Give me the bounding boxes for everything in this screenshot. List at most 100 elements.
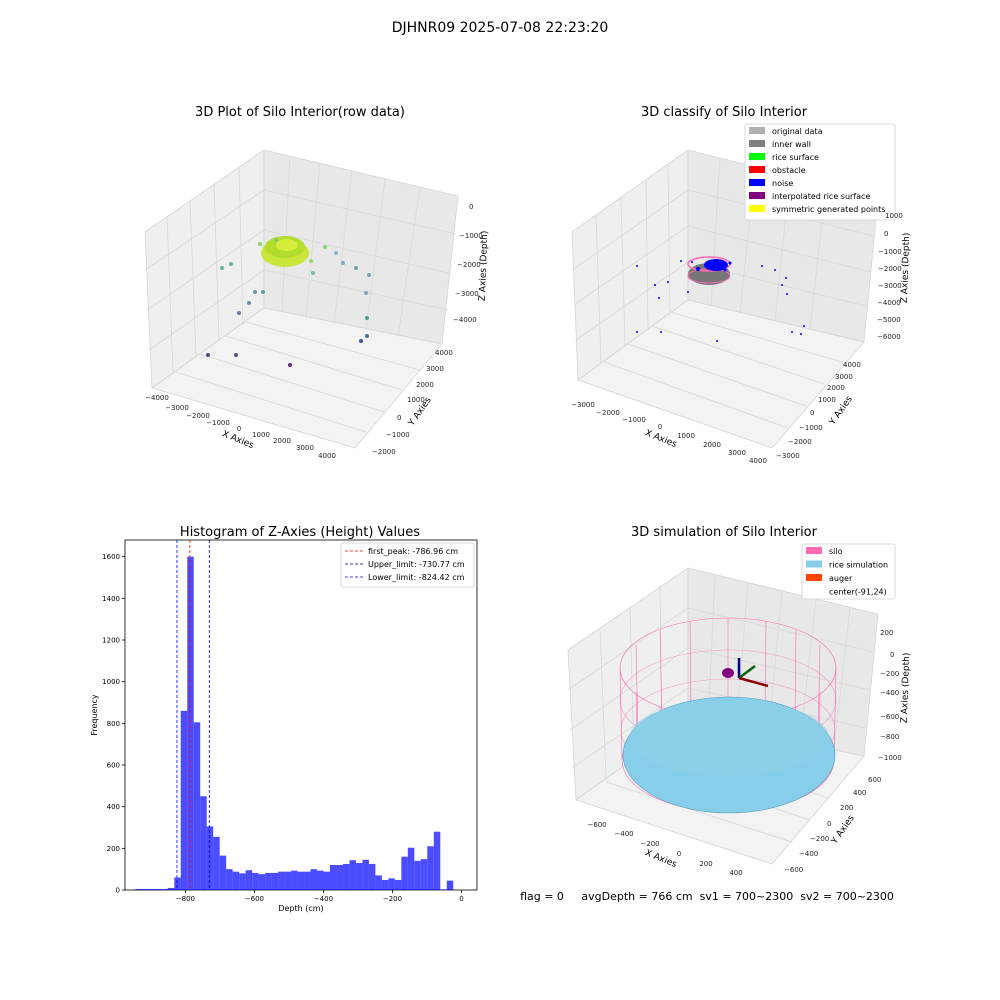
hist-bar xyxy=(271,872,279,890)
panel-histogram: Histogram of Z-Axies (Height) Values −80… xyxy=(90,525,478,913)
raw-xtick-0: −4000 xyxy=(145,394,169,402)
sim-legend: silo rice simulation auger center(-91,24) xyxy=(801,543,896,600)
panel-classify-3d: 3D classify of Silo Interior xyxy=(571,105,912,465)
classify-ytick-4: 1000 xyxy=(818,396,836,404)
hist-xlabel: Depth (cm) xyxy=(278,904,323,913)
classify-ytick-1: −2000 xyxy=(788,438,812,446)
hist-bar xyxy=(258,874,266,890)
hist-bar xyxy=(420,859,428,890)
raw-scatter xyxy=(206,236,371,367)
sim-ytick-2: −200 xyxy=(810,835,829,843)
hist-bar xyxy=(446,880,454,890)
hist-bar xyxy=(206,826,214,890)
sim-ztick-1: 0 xyxy=(890,651,894,659)
hist-bar xyxy=(375,875,382,890)
legend-label: center(-91,24) xyxy=(829,588,887,597)
classify-ytick-2: −1000 xyxy=(799,424,823,432)
classify-ztick-5: −4000 xyxy=(877,299,901,307)
hist-legend-items: first_peak: -786.96 cm Upper_limit: -730.… xyxy=(345,547,465,582)
hist-bars xyxy=(135,556,454,890)
legend-label: rice surface xyxy=(772,153,819,162)
raw-xtick-3: −1000 xyxy=(206,419,230,427)
raw-zlabel: Z Axies (Depth) xyxy=(478,231,490,302)
legend-swatch xyxy=(749,205,765,212)
legend-swatch xyxy=(806,547,822,554)
classify-ytick-7: 4000 xyxy=(843,361,861,369)
classify-scatter xyxy=(636,256,805,342)
hist-bar xyxy=(278,871,285,890)
hist-vlines xyxy=(176,540,210,890)
hist-bar xyxy=(167,887,175,890)
hist-bar xyxy=(265,872,272,890)
sim-ztick-6: −1000 xyxy=(878,754,902,762)
sim-xtick-1: −400 xyxy=(614,830,633,838)
hist-bar xyxy=(310,869,318,890)
hist-bar xyxy=(440,889,447,890)
sim-legend-items: silo rice simulation auger center(-91,24) xyxy=(806,547,888,597)
hist-xtick-label: −400 xyxy=(314,895,333,903)
classify-title: 3D classify of Silo Interior xyxy=(641,105,808,120)
raw-title: 3D Plot of Silo Interior(row data) xyxy=(195,105,405,120)
hist-bar xyxy=(180,710,188,890)
sim-ytick-6: 600 xyxy=(868,776,881,784)
classify-ztick-4: −3000 xyxy=(878,282,902,290)
classify-xtick-1: −2000 xyxy=(596,409,620,417)
sim-xtick-4: 200 xyxy=(699,860,712,868)
classify-xtick-3: 0 xyxy=(658,423,662,431)
classify-xtick-5: 2000 xyxy=(703,441,721,449)
hist-ytick-label: 400 xyxy=(107,803,120,811)
hist-bar xyxy=(239,873,246,890)
hist-ytick-label: 200 xyxy=(107,845,120,853)
hist-bar xyxy=(252,872,259,890)
hist-bar xyxy=(213,836,220,890)
sim-title: 3D simulation of Silo Interior xyxy=(631,525,818,540)
panel-raw-3d: 3D Plot of Silo Interior(row data) xyxy=(144,105,490,460)
raw-ztick-1: −1000 xyxy=(459,232,483,240)
raw-ztick-4: −4000 xyxy=(453,316,477,324)
sim-ztick-5: −800 xyxy=(880,733,899,741)
raw-ytick-6: 4000 xyxy=(435,349,453,357)
sim-ztick-3: −400 xyxy=(880,689,899,697)
classify-ztick-6: −5000 xyxy=(877,316,901,324)
classify-xtick-6: 3000 xyxy=(728,449,746,457)
raw-ytick-2: 0 xyxy=(397,414,401,422)
hist-bar xyxy=(401,856,408,890)
raw-ytick-0: −2000 xyxy=(372,448,396,456)
panel-simulation-3d: 3D simulation of Silo Interior xyxy=(520,525,912,903)
hist-ytick-label: 1000 xyxy=(102,678,120,686)
hist-ylabel: Frequency xyxy=(90,694,99,736)
raw-ztick-3: −3000 xyxy=(455,290,479,298)
hist-bar xyxy=(433,831,441,890)
hist-yticks: 0 200 400 600 800 1000 1200 1400 1600 xyxy=(102,553,125,895)
classify-ztick-3: −2000 xyxy=(878,265,902,273)
hist-bar xyxy=(161,888,168,890)
legend-label: first_peak: -786.96 cm xyxy=(368,547,458,556)
classify-xtick-0: −3000 xyxy=(571,401,595,409)
hist-bar xyxy=(219,855,227,890)
hist-xtick-label: −200 xyxy=(383,895,402,903)
hist-ytick-label: 1600 xyxy=(102,553,120,561)
legend-swatch xyxy=(749,127,765,134)
hist-bar xyxy=(174,877,181,890)
hist-bar xyxy=(154,888,162,890)
legend-swatch xyxy=(749,166,765,173)
hist-ytick-label: 600 xyxy=(107,762,120,770)
sim-xtick-0: −600 xyxy=(587,821,606,829)
classify-ztick-7: −6000 xyxy=(877,333,901,341)
hist-ytick-label: 1400 xyxy=(102,595,120,603)
hist-bar xyxy=(187,556,194,890)
hist-bar xyxy=(388,878,395,890)
raw-ytick-3: 1000 xyxy=(407,396,425,404)
legend-label: symmetric generated points xyxy=(772,205,885,214)
sim-ylabel: Y Axies xyxy=(829,813,857,846)
hist-bar xyxy=(427,846,434,890)
legend-label: rice simulation xyxy=(829,561,888,570)
hist-xtick-label: −800 xyxy=(176,895,195,903)
hist-bar xyxy=(329,865,337,890)
classify-ytick-3: 0 xyxy=(810,409,814,417)
legend-label: interpolated rice surface xyxy=(772,192,870,201)
legend-swatch xyxy=(749,153,765,160)
hist-bar xyxy=(342,863,350,890)
hist-bar xyxy=(291,870,298,890)
